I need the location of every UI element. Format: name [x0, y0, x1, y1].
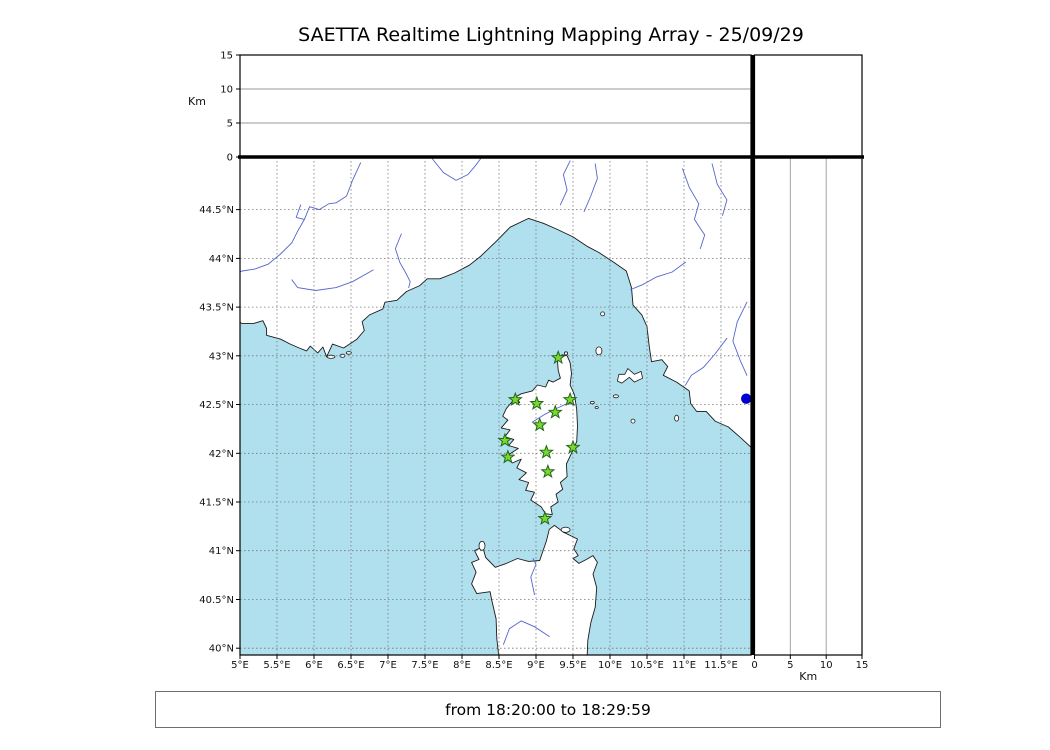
lma-station-marker	[529, 395, 545, 410]
small-island	[564, 351, 569, 356]
mainland-coast	[240, 157, 751, 448]
river-line	[559, 160, 571, 206]
lma-station-marker	[532, 417, 548, 432]
small-island	[345, 351, 352, 355]
lon-tick-label: 8°E	[453, 660, 471, 671]
river-line	[630, 261, 686, 290]
lat-tick-label: 41°N	[209, 546, 234, 557]
elba-island	[617, 368, 643, 384]
lma-station-marker	[538, 444, 555, 459]
lon-tick-label: 10.5°E	[630, 660, 664, 671]
small-island	[589, 400, 595, 405]
small-island	[560, 526, 571, 533]
time-range-box: from 18:20:00 to 18:29:59	[155, 691, 941, 728]
lon-tick-label: 5°E	[231, 660, 249, 671]
lon-tick-label: 11°E	[672, 660, 696, 671]
altitude-lat-panel-frame	[753, 156, 863, 656]
lat-tick-label: 44°N	[209, 254, 234, 265]
lma-station-marker	[565, 439, 581, 454]
lat-tick-label: 42.5°N	[199, 400, 234, 411]
altitude-axis-unit-label: Km	[188, 95, 206, 108]
small-island	[594, 406, 599, 409]
alt-axis-tick-label: 10	[820, 660, 833, 671]
lon-tick-label: 9°E	[527, 660, 545, 671]
lma-station-marker	[550, 349, 566, 365]
lat-tick-label: 40.5°N	[199, 595, 234, 606]
river-line	[394, 233, 411, 289]
lon-tick-label: 6°E	[305, 660, 323, 671]
lon-tick-label: 11.5°E	[704, 660, 738, 671]
corner-panel-frame	[753, 54, 863, 158]
lat-tick-label: 42°N	[209, 449, 234, 460]
river-line	[711, 163, 728, 216]
map-layer	[240, 157, 751, 655]
alt-axis-tick-label: 15	[220, 51, 233, 62]
alt-axis-tick-label: 0	[227, 153, 233, 164]
lma-station-marker	[507, 391, 523, 407]
lma-station-marker	[562, 391, 578, 407]
lma-station-marker	[497, 432, 513, 448]
lma-station-marker	[540, 463, 556, 479]
lma-station-marker	[537, 510, 553, 525]
small-island	[600, 311, 605, 317]
small-island	[595, 346, 603, 356]
lon-tick-label: 7.5°E	[411, 660, 438, 671]
river-line	[295, 204, 305, 220]
lon-tick-label: 10°E	[598, 660, 622, 671]
alt-axis-tick-label: 5	[227, 119, 233, 130]
lon-tick-label: 5.5°E	[263, 660, 290, 671]
small-island	[612, 394, 619, 399]
alt-axis-tick-label: 0	[751, 660, 757, 671]
lon-tick-label: 8.5°E	[485, 660, 512, 671]
river-line	[682, 168, 706, 250]
river-line	[732, 301, 748, 376]
altitude-axis-unit-label: Km	[799, 670, 817, 683]
sardinia-island	[471, 524, 598, 655]
river-line	[583, 163, 598, 213]
alt-axis-tick-label: 15	[856, 660, 869, 671]
lat-tick-label: 43.5°N	[199, 303, 234, 314]
river-line	[503, 620, 550, 645]
lat-tick-label: 40°N	[209, 644, 234, 655]
lma-station-marker	[547, 404, 563, 419]
river-line	[291, 269, 374, 291]
time-range-text: from 18:20:00 to 18:29:59	[445, 700, 651, 719]
lightning-source-dot	[741, 393, 751, 404]
small-island	[478, 540, 486, 551]
lon-tick-label: 9.5°E	[559, 660, 586, 671]
alt-axis-tick-label: 5	[787, 660, 793, 671]
small-island	[674, 414, 679, 422]
lat-tick-label: 43°N	[209, 351, 234, 362]
lat-tick-label: 44.5°N	[199, 205, 234, 216]
lon-tick-label: 6.5°E	[337, 660, 364, 671]
lma-station-marker	[500, 449, 516, 464]
lon-tick-label: 7°E	[379, 660, 397, 671]
lat-tick-label: 41.5°N	[199, 498, 234, 509]
figure-title: SAETTA Realtime Lightning Mapping Array …	[298, 24, 804, 46]
alt-axis-tick-label: 10	[220, 85, 233, 96]
river-line	[685, 337, 728, 386]
river-line	[530, 558, 537, 596]
altitude-lon-panel-frame	[239, 54, 752, 158]
small-island	[630, 418, 636, 424]
